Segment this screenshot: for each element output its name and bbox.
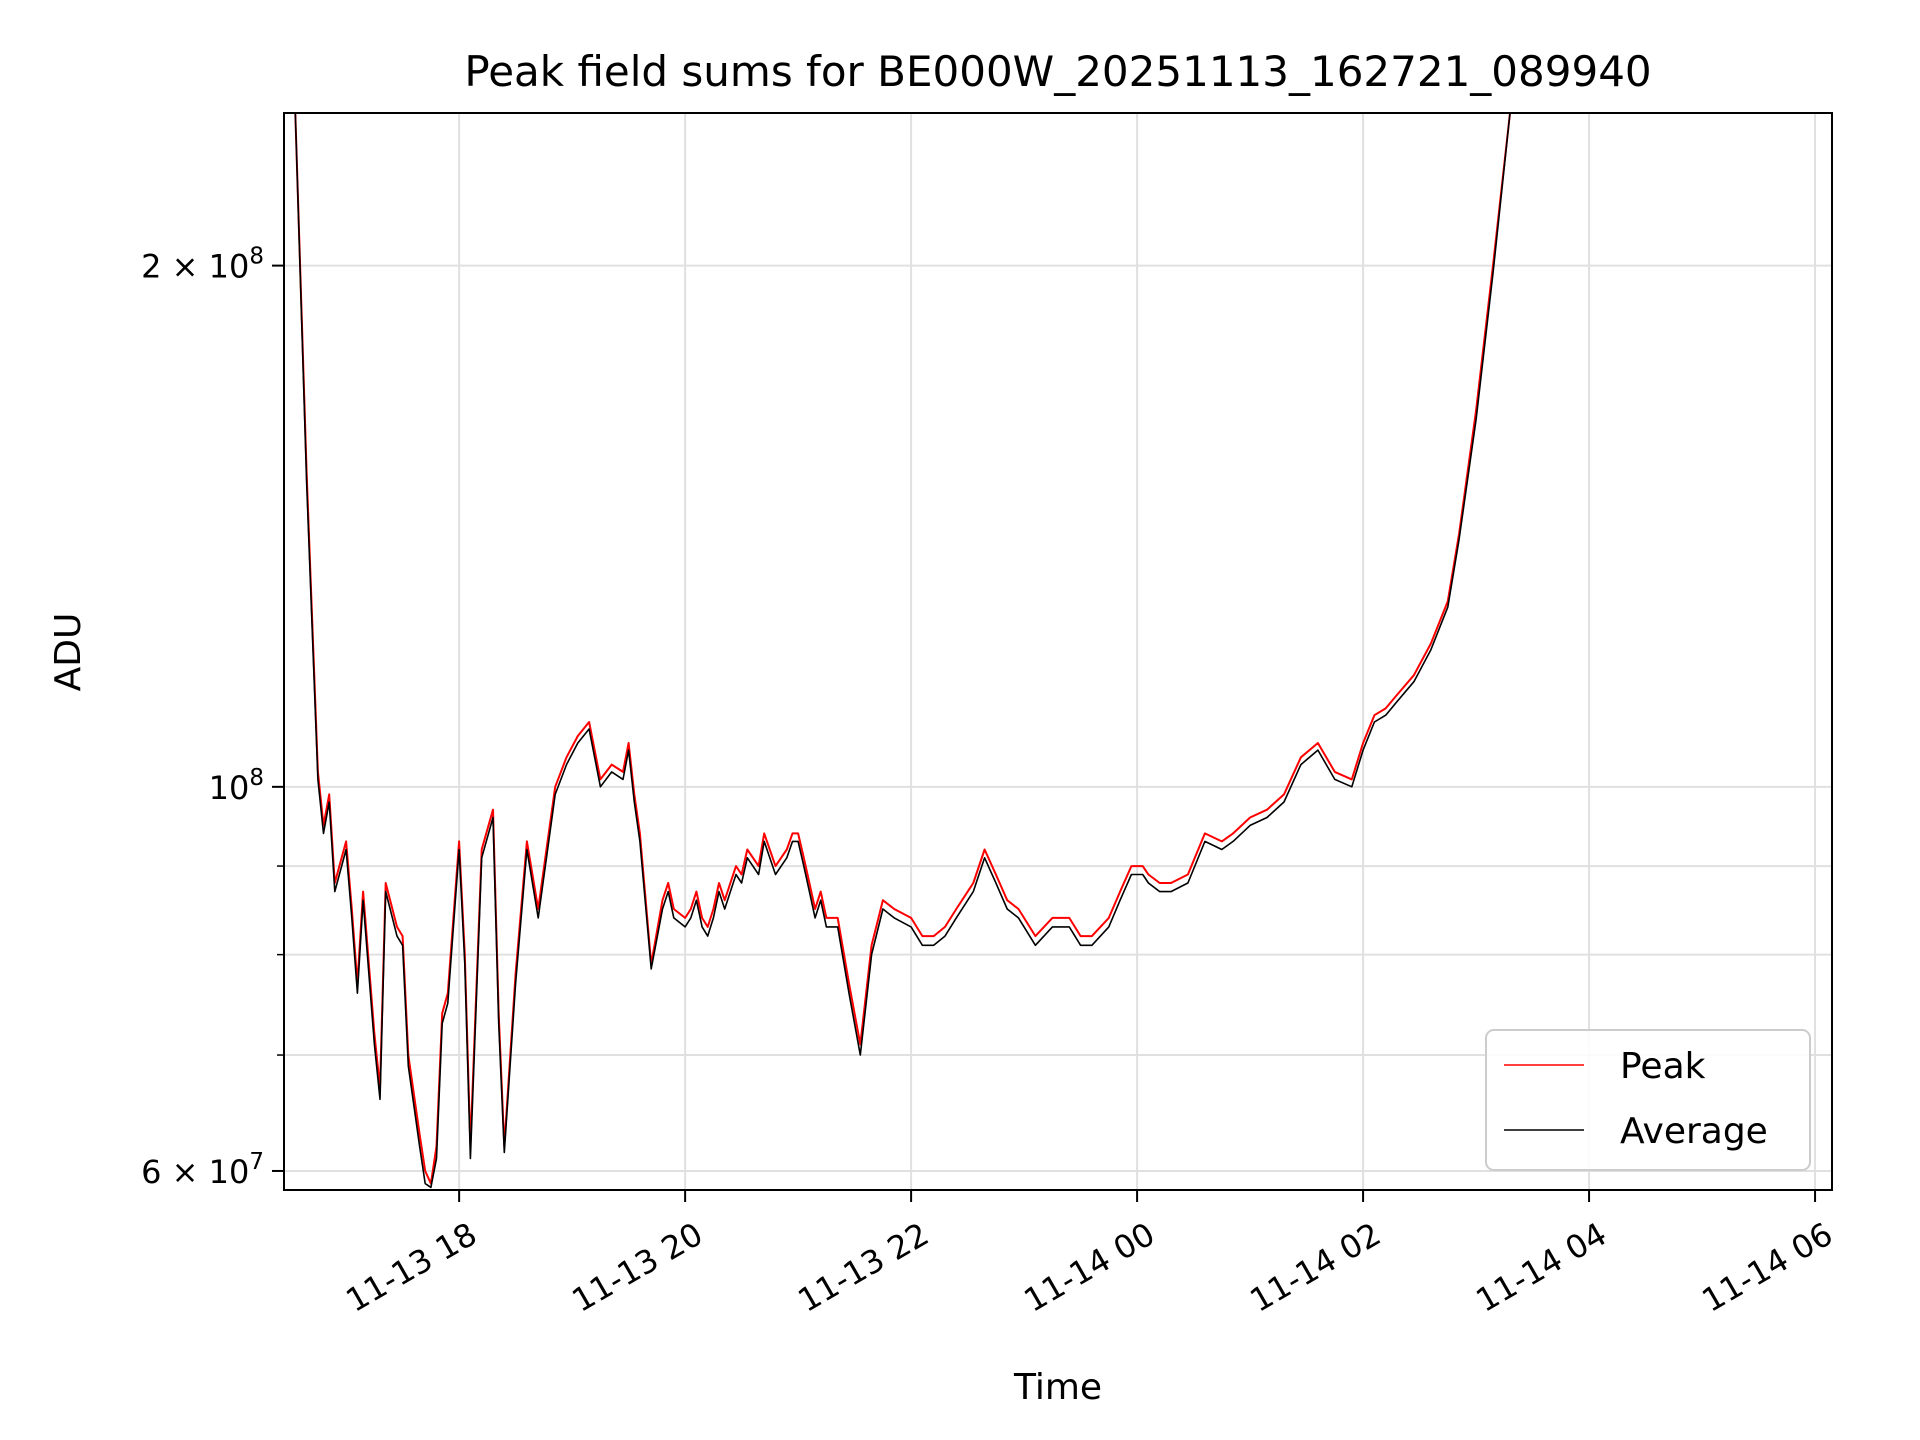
series-peak-line bbox=[294, 113, 1810, 1185]
series-layer bbox=[294, 113, 1810, 1189]
y-tick-label: 108 bbox=[209, 765, 264, 807]
y-tick-label-base: 6 × 10 bbox=[141, 1153, 249, 1191]
x-tick-label: 11-13 20 bbox=[566, 1215, 710, 1320]
y-tick-label: 2 × 108 bbox=[141, 244, 264, 286]
plot-frame bbox=[283, 112, 1833, 1191]
y-tick-label-base: 10 bbox=[209, 769, 250, 807]
x-tick-label: 11-13 18 bbox=[340, 1215, 484, 1320]
x-tick-label: 11-14 02 bbox=[1243, 1215, 1387, 1320]
y-tick-label-exponent: 8 bbox=[249, 765, 264, 791]
y-tick-label-exponent: 8 bbox=[249, 244, 264, 270]
legend-label-peak: Peak bbox=[1620, 1046, 1706, 1087]
legend-label-average: Average bbox=[1620, 1111, 1768, 1152]
x-tick-label: 11-14 04 bbox=[1469, 1215, 1613, 1320]
x-axis-label: Time bbox=[1013, 1367, 1102, 1408]
series-average-line bbox=[294, 113, 1810, 1189]
y-tick-label-base: 2 × 10 bbox=[141, 248, 249, 286]
x-tick-label: 11-13 22 bbox=[792, 1215, 936, 1320]
legend: Peak Average bbox=[1485, 1029, 1811, 1171]
y-axis-label: ADU bbox=[48, 613, 89, 692]
grid bbox=[284, 113, 1832, 1190]
x-tick-label: 11-14 00 bbox=[1017, 1215, 1161, 1320]
x-axis: 11-13 18 11-13 20 11-13 22 11-14 00 11-14 02… bbox=[340, 1190, 1839, 1320]
y-tick-label: 6 × 107 bbox=[141, 1149, 264, 1191]
y-tick-label-exponent: 7 bbox=[249, 1149, 264, 1175]
x-tick-label: 11-14 06 bbox=[1695, 1215, 1839, 1320]
chart-title: Peak field sums for BE000W_20251113_1627… bbox=[464, 47, 1651, 96]
